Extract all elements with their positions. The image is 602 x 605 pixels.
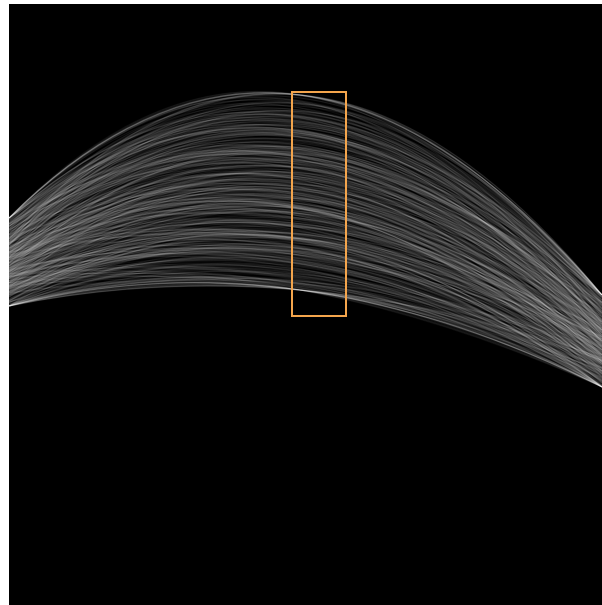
body: (() => { JSON.parse(document.getElementB… [0,0,602,605]
page: {} html, body { margin: 0; padding: 0; b… [0,0,602,605]
image [0,0,602,605]
